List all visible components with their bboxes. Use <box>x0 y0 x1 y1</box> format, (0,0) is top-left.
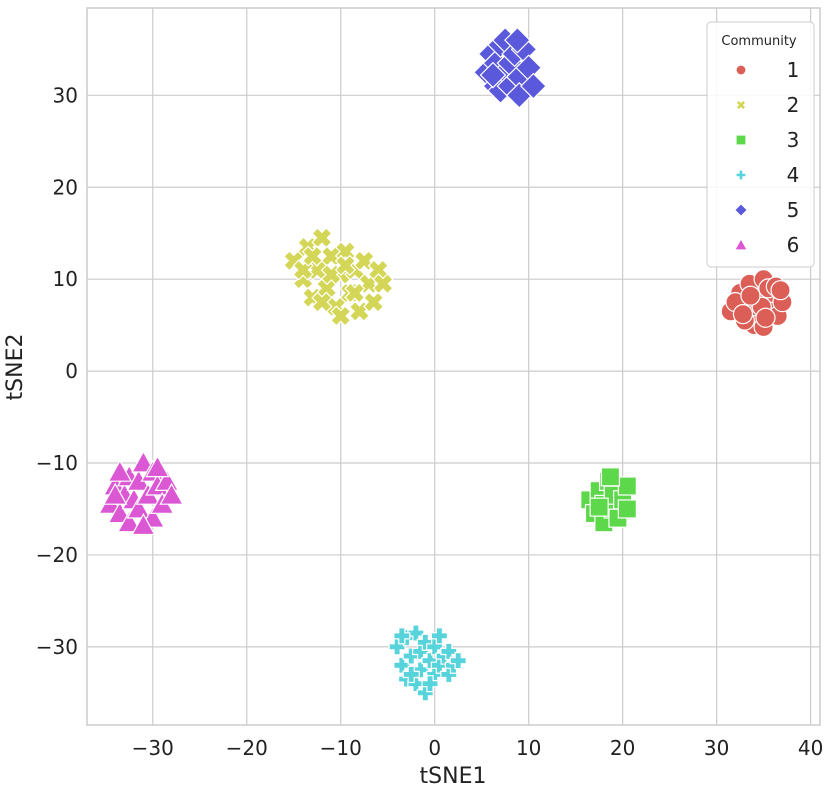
data-point <box>334 254 357 276</box>
data-point <box>344 282 366 304</box>
data-point <box>589 497 609 517</box>
x-tick-label: −30 <box>132 736 174 760</box>
x-tick-label: 20 <box>610 736 635 760</box>
tick-labels: −30 −20 −10 0 10 20 30 40 −30 −20 −10 0 10 20 30 <box>36 83 824 760</box>
data-point <box>393 627 411 645</box>
series-4 <box>388 624 467 702</box>
data-point <box>755 307 776 328</box>
legend-label: 6 <box>787 233 800 257</box>
legend-label: 1 <box>787 58 800 82</box>
data-point <box>600 467 621 487</box>
x-tick-label: −20 <box>226 736 268 760</box>
legend: Community 1 2 3 4 5 6 <box>706 21 815 268</box>
x-tick-label: −10 <box>320 736 362 760</box>
data-points <box>98 26 793 702</box>
legend-marker <box>735 64 747 76</box>
data-point <box>311 291 333 313</box>
data-point <box>617 476 637 496</box>
plot-background <box>87 8 820 725</box>
data-point <box>479 61 507 89</box>
data-point <box>449 652 467 670</box>
data-point <box>372 273 394 295</box>
legend-box <box>706 21 815 268</box>
legend-items: 1 2 3 4 5 6 <box>733 58 800 257</box>
data-point <box>402 665 420 684</box>
y-tick-label: 20 <box>53 175 78 199</box>
data-point <box>740 285 761 306</box>
series-3 <box>580 467 637 533</box>
y-tick-label: −20 <box>36 543 78 567</box>
legend-marker <box>733 237 749 251</box>
y-tick-label: 10 <box>53 267 78 291</box>
legend-label: 4 <box>787 163 800 187</box>
legend-title: Community <box>721 34 797 49</box>
data-point <box>102 482 128 505</box>
data-point <box>159 482 184 505</box>
data-point <box>421 675 439 693</box>
series-6 <box>98 450 184 536</box>
x-tick-label: 30 <box>704 736 729 760</box>
legend-label: 2 <box>787 93 800 117</box>
data-point <box>617 499 637 519</box>
x-tick-label: 0 <box>428 736 441 760</box>
data-point <box>770 280 791 301</box>
data-point <box>363 291 385 313</box>
data-point <box>732 304 754 325</box>
data-point <box>107 459 133 482</box>
data-point <box>330 305 352 327</box>
legend-marker <box>735 169 747 181</box>
series-2 <box>283 227 394 327</box>
y-tick-label: 30 <box>53 83 78 107</box>
y-tick-label: −10 <box>36 451 78 475</box>
legend-label: 5 <box>787 198 800 222</box>
data-point <box>145 455 170 478</box>
data-point <box>430 627 449 645</box>
data-point <box>117 510 142 533</box>
y-tick-label: 0 <box>65 359 78 383</box>
x-tick-label: 40 <box>798 736 823 760</box>
legend-marker <box>735 99 747 111</box>
x-tick-label: 10 <box>516 736 541 760</box>
plot-frame <box>86 7 821 726</box>
series-1 <box>720 269 793 338</box>
y-tick-label: −30 <box>36 635 78 659</box>
legend-marker <box>735 134 747 146</box>
data-point <box>504 26 531 54</box>
series-5 <box>473 26 547 109</box>
data-point <box>301 245 324 267</box>
y-axis-label: tSNE2 <box>3 334 28 401</box>
data-point <box>126 496 151 519</box>
legend-marker <box>733 202 749 218</box>
data-point <box>131 513 156 536</box>
x-axis-label: tSNE1 <box>420 764 487 789</box>
legend-label: 3 <box>787 128 800 152</box>
data-point <box>520 72 547 100</box>
